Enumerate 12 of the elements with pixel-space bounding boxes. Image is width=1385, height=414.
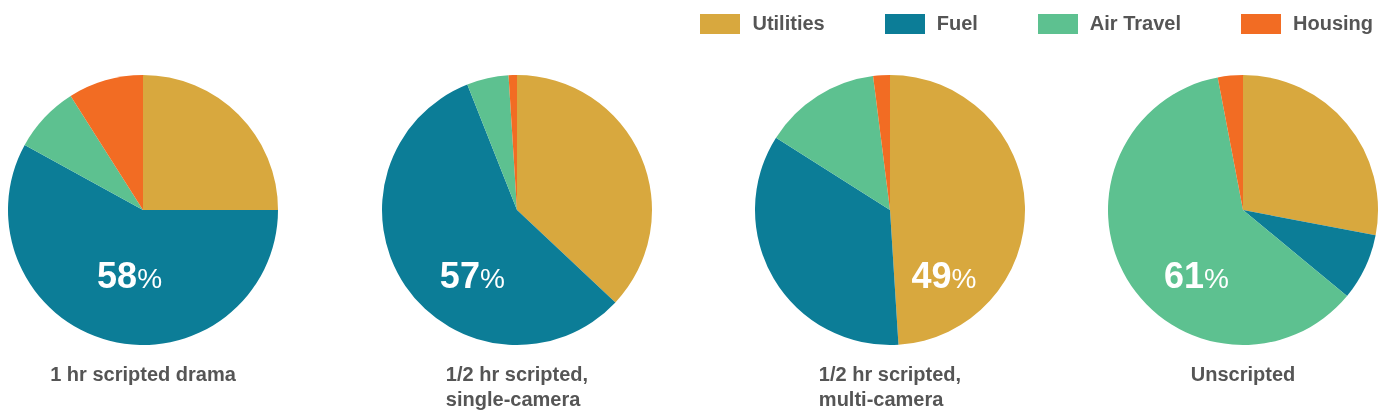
text: 1/2 hr scripted, multi-camera	[818, 362, 962, 412]
text: 1/2 hr scripted, single-camera	[445, 362, 589, 412]
legend-label: Fuel	[936, 12, 978, 35]
legend-label: Utilities	[752, 12, 825, 35]
text: 1 hr scripted drama	[50, 362, 236, 387]
data-label: 49%	[911, 254, 977, 296]
data-label: 61%	[1164, 254, 1229, 296]
legend-label: Housing	[1293, 12, 1373, 35]
legend-label: Air Travel	[1089, 12, 1181, 35]
text: Unscripted	[1190, 362, 1296, 387]
data-label: 57%	[439, 254, 505, 296]
data-label: 58%	[97, 254, 163, 296]
